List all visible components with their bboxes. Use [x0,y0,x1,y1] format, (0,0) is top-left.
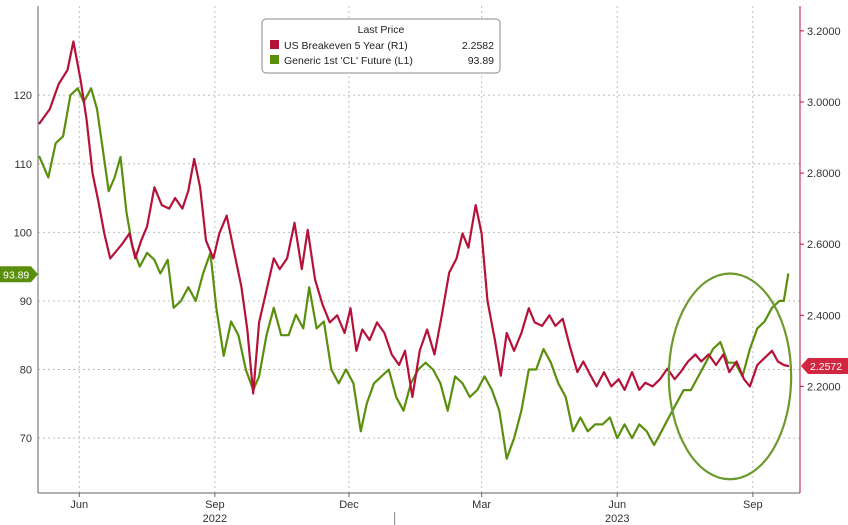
x-tick-label: Jun [70,499,88,511]
series-lines [38,40,790,460]
x-year-label: 2022 [203,513,227,525]
x-tick-label: Sep [205,499,225,511]
y-right-tick-label: 2.2000 [807,381,841,393]
legend-label-breakeven: US Breakeven 5 Year (R1) [284,40,408,52]
gridlines [38,6,800,493]
legend-title: Last Price [358,24,405,36]
x-tick-label: Mar [472,499,491,511]
last-value-badge-right: 2.2572 [801,358,848,375]
legend-value-breakeven: 2.2582 [462,40,494,52]
x-tick-label: Jun [608,499,626,511]
legend-value-crude: 93.89 [468,55,494,67]
series-line-crude [38,87,790,460]
annotations [667,272,793,481]
last-value-badge-right-text: 2.2572 [810,361,842,373]
last-value-badge-left-shape [0,266,38,283]
y-right-tick-label: 3.0000 [807,97,841,109]
x-tick-label: Sep [743,499,763,511]
y-right-tick-label: 2.4000 [807,310,841,322]
y-left-tick-label: 120 [14,90,32,102]
last-value-badge-left-text: 93.89 [3,269,29,281]
y-left-tick-label: 90 [20,296,32,308]
y-left-tick-label: 80 [20,365,32,377]
highlight-ellipse [667,272,793,481]
last-value-badge-left: 93.89 [0,266,38,283]
y-right-tick-label: 2.6000 [807,239,841,251]
y-left-tick-label: 110 [14,159,32,171]
y-left-tick-label: 100 [14,227,32,239]
y-right-tick-label: 2.8000 [807,168,841,180]
legend-swatch-crude [270,55,279,64]
last-value-badge-right-shape [801,358,848,375]
x-year-label: 2023 [605,513,629,525]
legend-box [261,18,501,74]
legend-label-crude: Generic 1st 'CL' Future (L1) [284,55,413,67]
legend-swatch-breakeven [270,40,279,49]
series-line-breakeven [38,40,790,399]
x-tick-label: Dec [339,499,359,511]
y-right-tick-label: 3.2000 [807,26,841,38]
axes: 70 80 90 100 110 120 2.2000 2.4000 2.6000 2.8000 3… [14,6,841,525]
legend: Last Price US Breakeven 5 Year (R1) 2.25… [261,18,501,74]
y-left-tick-label: 70 [20,433,32,445]
